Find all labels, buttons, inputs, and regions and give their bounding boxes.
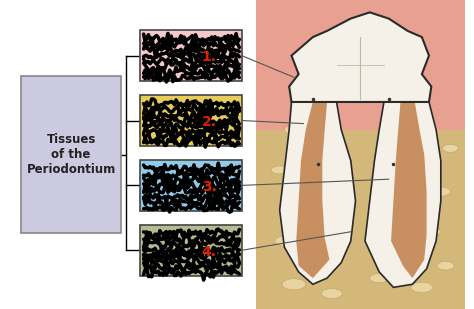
Ellipse shape [437,261,454,270]
Ellipse shape [319,249,336,257]
Polygon shape [256,87,346,124]
Ellipse shape [442,144,458,152]
Ellipse shape [399,150,417,159]
Ellipse shape [321,289,342,298]
Text: 4.: 4. [201,245,217,259]
Text: 2.: 2. [201,115,217,129]
Polygon shape [256,99,465,309]
FancyBboxPatch shape [140,95,242,146]
Ellipse shape [422,227,440,236]
FancyBboxPatch shape [21,76,121,233]
Ellipse shape [284,125,303,134]
FancyBboxPatch shape [140,30,242,81]
Polygon shape [256,0,465,130]
Text: Tissues
of the
Periodontium: Tissues of the Periodontium [27,133,116,176]
Polygon shape [365,102,441,287]
Ellipse shape [378,242,399,252]
Text: 1.: 1. [201,50,217,64]
Polygon shape [374,87,465,124]
Polygon shape [296,102,329,278]
Ellipse shape [275,236,294,246]
Polygon shape [391,102,427,278]
Ellipse shape [411,282,433,293]
Ellipse shape [385,120,402,128]
Ellipse shape [282,279,306,290]
Ellipse shape [431,187,450,196]
Ellipse shape [331,156,352,166]
FancyBboxPatch shape [140,225,242,276]
Ellipse shape [271,166,288,174]
FancyBboxPatch shape [140,160,242,211]
Ellipse shape [370,273,389,283]
Text: 3.: 3. [202,180,217,194]
Ellipse shape [370,206,389,214]
Polygon shape [289,12,431,102]
Polygon shape [280,102,356,284]
Ellipse shape [293,196,313,206]
